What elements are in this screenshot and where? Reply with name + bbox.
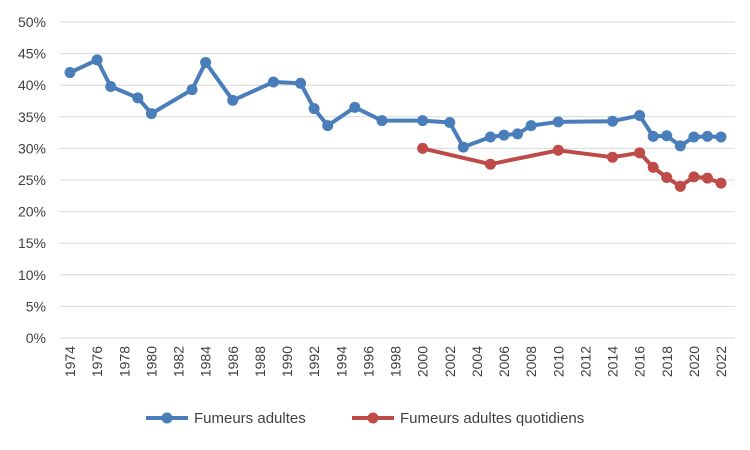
series-1: [64, 54, 727, 153]
y-tick-label: 50%: [18, 14, 46, 30]
data-point: [701, 130, 713, 142]
x-tick-label: 2016: [632, 346, 648, 377]
data-point: [552, 116, 564, 128]
data-point: [661, 130, 673, 142]
data-point: [267, 76, 279, 88]
data-point: [132, 92, 144, 104]
legend-item: Fumeurs adultes quotidiens: [352, 410, 584, 427]
series-line: [422, 146, 722, 189]
data-point: [674, 140, 686, 152]
data-point: [227, 94, 239, 106]
data-point: [376, 115, 388, 127]
data-point: [552, 144, 564, 156]
data-point: [308, 103, 320, 115]
data-point: [634, 110, 646, 122]
x-tick-label: 1974: [62, 346, 78, 377]
legend-label: Fumeurs adultes quotidiens: [400, 410, 584, 427]
x-tick-label: 2020: [686, 346, 702, 377]
data-point: [674, 180, 686, 192]
x-tick-label: 1978: [116, 346, 132, 377]
data-point: [525, 120, 537, 132]
data-point: [701, 172, 713, 184]
data-point: [647, 130, 659, 142]
y-tick-label: 40%: [18, 77, 46, 93]
data-point: [498, 129, 510, 141]
y-tick-label: 30%: [18, 140, 46, 156]
data-point: [295, 77, 307, 89]
data-point: [715, 131, 727, 143]
data-point: [715, 177, 727, 189]
y-tick-label: 5%: [26, 298, 46, 314]
data-point: [688, 171, 700, 183]
data-point: [457, 141, 469, 153]
x-tick-label: 1976: [89, 346, 105, 377]
y-tick-label: 25%: [18, 172, 46, 188]
x-tick-label: 1986: [225, 346, 241, 377]
data-point: [105, 80, 117, 92]
legend-label: Fumeurs adultes: [194, 410, 306, 427]
x-tick-label: 2000: [415, 346, 431, 377]
gridlines: [60, 21, 735, 339]
series-line: [69, 57, 722, 150]
y-tick-label: 0%: [26, 330, 46, 346]
legend: Fumeurs adultes Fumeurs adultes quotidien…: [146, 410, 584, 427]
series-2: [417, 142, 727, 192]
x-tick-label: 1990: [279, 346, 295, 377]
data-point: [91, 54, 103, 66]
x-tick-label: 2018: [659, 346, 675, 377]
x-tick-label: 1980: [143, 346, 159, 377]
series-layer: [64, 54, 727, 192]
y-tick-label: 20%: [18, 204, 46, 220]
data-point: [444, 116, 456, 128]
legend-swatch-marker: [367, 412, 379, 424]
x-tick-label: 1992: [306, 346, 322, 377]
x-tick-label: 2008: [523, 346, 539, 377]
data-point: [647, 161, 659, 173]
data-point: [64, 67, 76, 79]
x-axis-tick-labels: 1974 1976 1978 1980 1982 1984 1986 1988 1990 1992…: [62, 346, 729, 377]
data-point: [145, 108, 157, 120]
data-point: [661, 171, 673, 183]
data-point: [634, 147, 646, 159]
x-tick-label: 1984: [198, 346, 214, 377]
data-point: [322, 120, 334, 132]
data-point: [186, 84, 198, 96]
y-tick-label: 45%: [18, 46, 46, 62]
data-point: [607, 151, 618, 163]
x-tick-label: 2012: [577, 346, 593, 377]
legend-swatch-marker: [161, 412, 173, 424]
y-axis-tick-labels: 0% 5% 10% 15% 20% 25% 30% 35% 40% 45% 50%: [18, 14, 46, 346]
x-tick-label: 2002: [442, 346, 458, 377]
data-point: [349, 101, 361, 113]
x-tick-label: 1998: [388, 346, 404, 377]
x-tick-label: 2010: [550, 346, 566, 377]
data-point: [607, 115, 618, 127]
data-point: [688, 131, 700, 143]
data-point: [200, 56, 212, 68]
data-point: [512, 128, 524, 140]
y-tick-label: 15%: [18, 235, 46, 251]
y-tick-label: 10%: [18, 267, 46, 283]
data-point: [417, 142, 429, 154]
data-point: [484, 131, 496, 143]
data-point: [484, 158, 496, 170]
data-point: [417, 115, 429, 127]
x-tick-label: 1994: [333, 346, 349, 377]
x-tick-label: 1996: [360, 346, 376, 377]
x-tick-label: 2006: [496, 346, 512, 377]
legend-item: Fumeurs adultes: [146, 410, 306, 427]
y-tick-label: 35%: [18, 109, 46, 125]
x-tick-label: 2022: [713, 346, 729, 377]
x-tick-label: 2004: [469, 346, 485, 377]
x-tick-label: 1982: [171, 346, 187, 377]
x-tick-label: 1988: [252, 346, 268, 377]
x-tick-label: 2014: [605, 346, 621, 377]
